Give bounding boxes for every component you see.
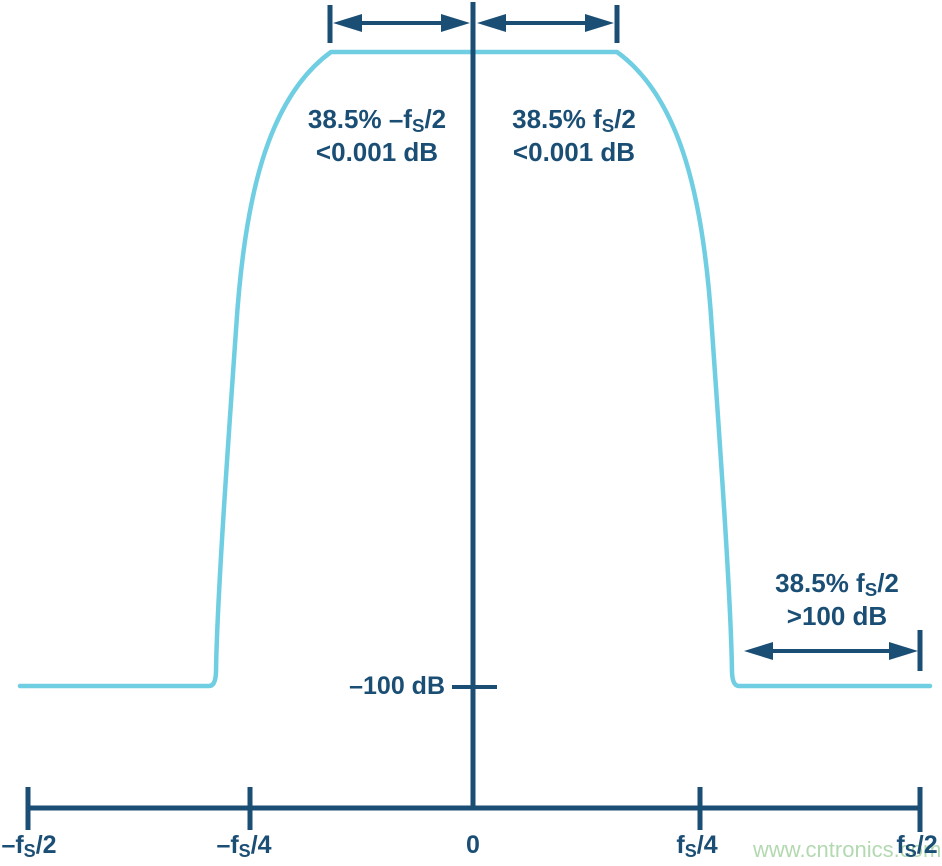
passband-right-line2: <0.001 dB [512, 137, 636, 167]
x-tick-label-fs4: fS/4 [676, 831, 718, 861]
passband-left-line2: <0.001 dB [315, 137, 439, 167]
passband-left-label: 38.5% –fS/2 <0.001 dB [308, 104, 446, 168]
stopband-right-line1: 38.5% fS/2 [775, 568, 899, 601]
x-tick-label-neg-fs2: –fS/2 [1, 831, 57, 861]
minus-100db-label: –100 dB [349, 672, 445, 700]
stopband-right-label: 38.5% fS/2 >100 dB [775, 568, 899, 632]
passband-right-line1: 38.5% fS/2 [512, 104, 636, 137]
passband-arrow-left [333, 14, 470, 32]
passband-arrow-right [477, 14, 614, 32]
passband-left-line1: 38.5% –fS/2 [307, 104, 447, 137]
stopband-arrow [744, 630, 923, 671]
x-tick-label-zero: 0 [466, 831, 480, 859]
x-tick-label-fs2: fS/2 [896, 831, 938, 861]
x-tick-label-neg-fs4: –fS/4 [216, 831, 272, 861]
stopband-right-line2: >100 dB [786, 601, 888, 631]
watermark: www.cntronics.com [753, 837, 942, 862]
passband-right-label: 38.5% fS/2 <0.001 dB [512, 104, 636, 168]
